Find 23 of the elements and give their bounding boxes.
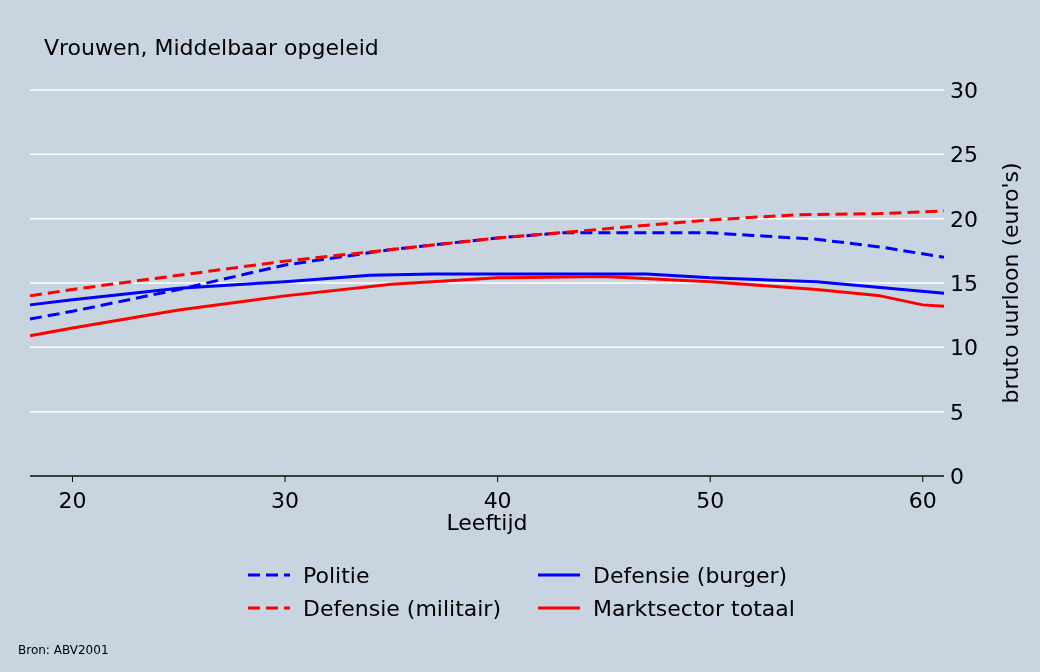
x-tick-label: 30 bbox=[271, 488, 300, 513]
y-tick-label: 25 bbox=[950, 142, 978, 168]
y-tick-label: 15 bbox=[950, 271, 978, 296]
legend-label: Defensie (militair) bbox=[303, 596, 501, 621]
y-tick-label: 20 bbox=[950, 206, 978, 232]
line-series bbox=[28, 275, 946, 338]
x-tick-label: 50 bbox=[696, 488, 725, 513]
x-tick-label: 40 bbox=[483, 488, 512, 513]
x-tick-label: 20 bbox=[58, 488, 87, 513]
y-tick-label: 10 bbox=[950, 335, 978, 361]
legend-label: Marktsector totaal bbox=[593, 596, 795, 621]
y-tick-label: 5 bbox=[950, 399, 964, 425]
y-axis-title: bruto uurloon (euro's) bbox=[998, 162, 1023, 404]
line-series bbox=[28, 231, 946, 321]
legend-label: Defensie (burger) bbox=[593, 563, 788, 588]
x-axis-title: Leeftijd bbox=[446, 510, 528, 535]
x-tick-label: 60 bbox=[908, 488, 937, 513]
text: Bron: ABV2001 bbox=[18, 643, 109, 657]
line-series bbox=[28, 209, 946, 298]
y-tick-label: 0 bbox=[950, 464, 964, 489]
chart-title: Vrouwen, Middelbaar opgeleid bbox=[44, 35, 379, 60]
legend-label: Politie bbox=[303, 563, 370, 588]
y-tick-label: 30 bbox=[950, 78, 978, 103]
